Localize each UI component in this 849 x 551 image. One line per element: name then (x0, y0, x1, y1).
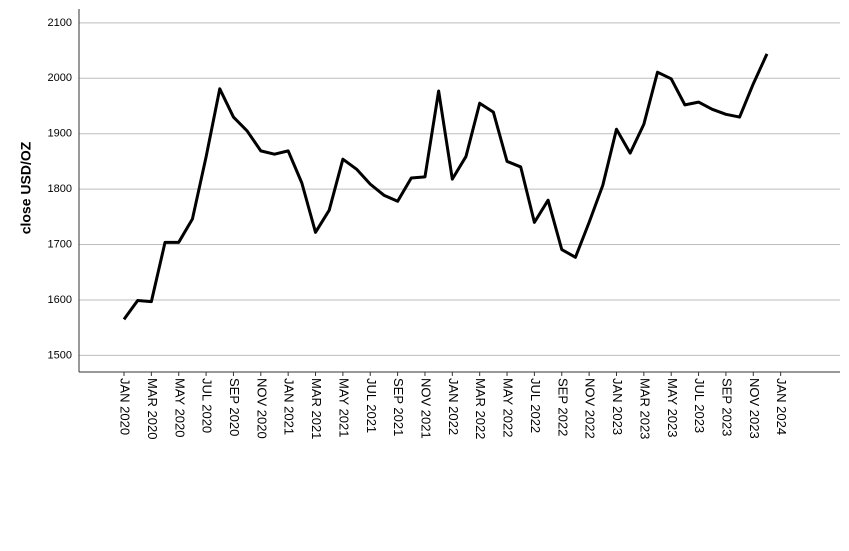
x-tick-label: NOV 2022 (583, 378, 598, 439)
x-tick-label: MAR 2023 (637, 378, 652, 439)
x-tick-label: SEP 2023 (719, 378, 734, 436)
x-tick-label: MAR 2022 (473, 378, 488, 439)
x-tick-label: MAR 2021 (309, 378, 324, 439)
x-tick-label: MAY 2022 (501, 378, 516, 438)
x-tick-label: MAY 2023 (665, 378, 680, 438)
x-tick-label: JUL 2022 (528, 378, 543, 433)
x-tick-label: SEP 2022 (555, 378, 570, 436)
x-tick-label: JAN 2022 (446, 378, 461, 435)
x-tick-label: JAN 2023 (610, 378, 625, 435)
x-tick-label: SEP 2020 (227, 378, 242, 436)
x-tick-label: JAN 2020 (118, 378, 133, 435)
y-tick-label: 1900 (48, 128, 72, 140)
y-tick-label: 1800 (48, 183, 72, 195)
y-axis-label: close USD/OZ (18, 141, 34, 234)
y-tick-label: 1700 (48, 238, 72, 250)
y-tick-label: 2000 (48, 72, 72, 84)
y-tick-label: 1600 (48, 294, 72, 306)
x-tick-label: JAN 2024 (774, 378, 789, 435)
x-tick-label: NOV 2020 (254, 378, 269, 439)
x-tick-label: JAN 2021 (282, 378, 297, 435)
x-tick-label: MAR 2020 (145, 378, 160, 439)
x-tick-label: JUL 2020 (200, 378, 215, 433)
x-tick-label: JUL 2021 (364, 378, 379, 433)
x-tick-label: MAY 2021 (336, 378, 351, 438)
x-tick-label: JUL 2023 (692, 378, 707, 433)
x-tick-label: SEP 2021 (391, 378, 406, 436)
y-tick-label: 1500 (48, 349, 72, 361)
x-tick-label: NOV 2021 (419, 378, 434, 439)
y-tick-label: 2100 (48, 17, 72, 29)
x-tick-label: MAY 2020 (172, 378, 187, 438)
line (122, 53, 769, 321)
x-tick-label: NOV 2023 (747, 378, 762, 439)
